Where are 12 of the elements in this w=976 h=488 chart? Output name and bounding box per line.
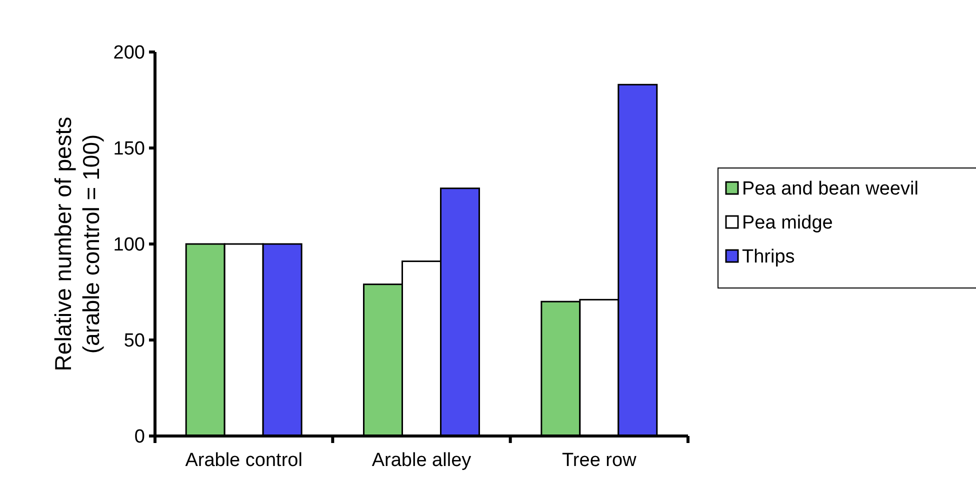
x-tick-label: Arable control [185,450,302,471]
y-tick-label: 50 [124,330,145,352]
legend-label: Pea and bean weevil [742,178,918,200]
y-tick-label: 0 [134,426,145,448]
y-tick-label: 200 [113,42,145,64]
y-tick-label: 150 [113,138,145,160]
legend-label: Thrips [742,246,795,268]
legend-label: Pea midge [742,212,833,234]
x-tick-label: Arable alley [372,450,472,471]
y-tick-label: 100 [113,234,145,256]
y-axis-title: Relative number of pests (arable control = 100) [50,116,104,372]
x-tick-label: Tree row [562,450,637,471]
